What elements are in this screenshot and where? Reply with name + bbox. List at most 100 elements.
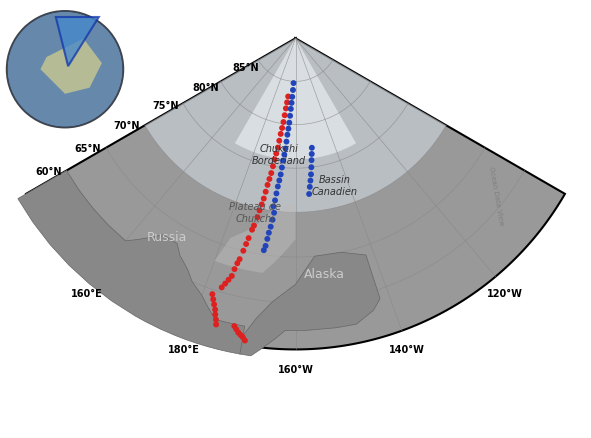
Point	[261, 243, 270, 250]
Point	[209, 296, 218, 303]
Point	[272, 191, 281, 198]
Point	[278, 158, 288, 165]
Point	[230, 266, 239, 273]
Point	[287, 94, 297, 101]
Point	[268, 217, 277, 224]
Text: Bassin
Canadien: Bassin Canadien	[312, 175, 358, 196]
Point	[210, 311, 220, 318]
Point	[286, 106, 296, 113]
Point	[307, 157, 316, 164]
Point	[257, 201, 267, 208]
Point	[277, 165, 287, 172]
Point	[264, 230, 274, 237]
Point	[282, 100, 292, 107]
Polygon shape	[26, 39, 565, 350]
Polygon shape	[18, 171, 245, 354]
Text: 160°E: 160°E	[70, 288, 102, 298]
Point	[285, 120, 294, 127]
Point	[284, 94, 293, 101]
Point	[253, 214, 262, 221]
Point	[281, 146, 290, 153]
Point	[207, 291, 217, 298]
Point	[273, 184, 282, 191]
Polygon shape	[40, 39, 102, 95]
Point	[282, 139, 291, 146]
Point	[263, 182, 272, 189]
Point	[276, 172, 285, 179]
Point	[249, 223, 259, 230]
Point	[289, 81, 298, 88]
Text: 140°W: 140°W	[389, 344, 425, 354]
Point	[259, 196, 268, 203]
Point	[233, 260, 242, 267]
Point	[280, 152, 289, 159]
Point	[307, 164, 316, 171]
Point	[238, 334, 248, 341]
Point	[239, 247, 248, 254]
Point	[288, 87, 298, 94]
Point	[275, 138, 284, 145]
Point	[209, 301, 219, 308]
Text: 85°N: 85°N	[232, 63, 258, 73]
Text: 160°W: 160°W	[278, 364, 313, 374]
Point	[211, 316, 220, 323]
Text: Alaska: Alaska	[304, 267, 345, 280]
Point	[227, 273, 236, 280]
Text: 65°N: 65°N	[74, 143, 101, 153]
Polygon shape	[215, 204, 296, 273]
Point	[217, 284, 226, 291]
Point	[235, 256, 244, 263]
Point	[233, 329, 243, 336]
Text: 75°N: 75°N	[152, 101, 179, 111]
Text: Plateau de
Chukchi: Plateau de Chukchi	[229, 202, 281, 223]
Point	[275, 177, 284, 184]
Text: Russia: Russia	[147, 231, 187, 244]
Text: 70°N: 70°N	[113, 121, 140, 131]
Point	[285, 113, 295, 120]
Point	[282, 132, 292, 139]
Text: 80°N: 80°N	[192, 82, 219, 92]
Point	[307, 151, 317, 158]
Point	[306, 171, 316, 178]
Point	[255, 207, 264, 214]
Point	[269, 210, 279, 217]
Point	[266, 224, 275, 231]
Point	[224, 277, 233, 284]
Point	[279, 119, 288, 126]
Point	[247, 227, 256, 234]
Point	[210, 307, 220, 314]
Point	[220, 280, 230, 287]
Point	[267, 170, 276, 177]
Point	[284, 126, 293, 133]
Point	[212, 321, 221, 328]
Point	[261, 189, 271, 196]
Text: Chukchi
Borderland: Chukchi Borderland	[252, 144, 306, 166]
Point	[232, 326, 241, 333]
Point	[277, 125, 287, 132]
Point	[268, 163, 278, 170]
Text: 120°W: 120°W	[487, 288, 522, 298]
Text: 180°E: 180°E	[168, 344, 200, 354]
Polygon shape	[145, 39, 446, 213]
Point	[236, 332, 245, 339]
Point	[244, 235, 254, 242]
Point	[270, 198, 280, 205]
Point	[240, 337, 249, 344]
Point	[304, 191, 314, 198]
Point	[306, 178, 315, 185]
Point	[307, 145, 317, 152]
Point	[259, 247, 268, 254]
Point	[281, 106, 291, 113]
Point	[262, 236, 272, 243]
Point	[276, 131, 285, 138]
Point	[270, 156, 280, 163]
Circle shape	[7, 12, 124, 128]
Polygon shape	[56, 18, 99, 67]
Point	[280, 113, 290, 120]
Polygon shape	[235, 39, 356, 160]
Point	[269, 203, 278, 210]
Point	[273, 145, 282, 152]
Point	[241, 241, 251, 248]
Polygon shape	[231, 253, 380, 356]
Text: Ocean Data View: Ocean Data View	[488, 166, 505, 226]
